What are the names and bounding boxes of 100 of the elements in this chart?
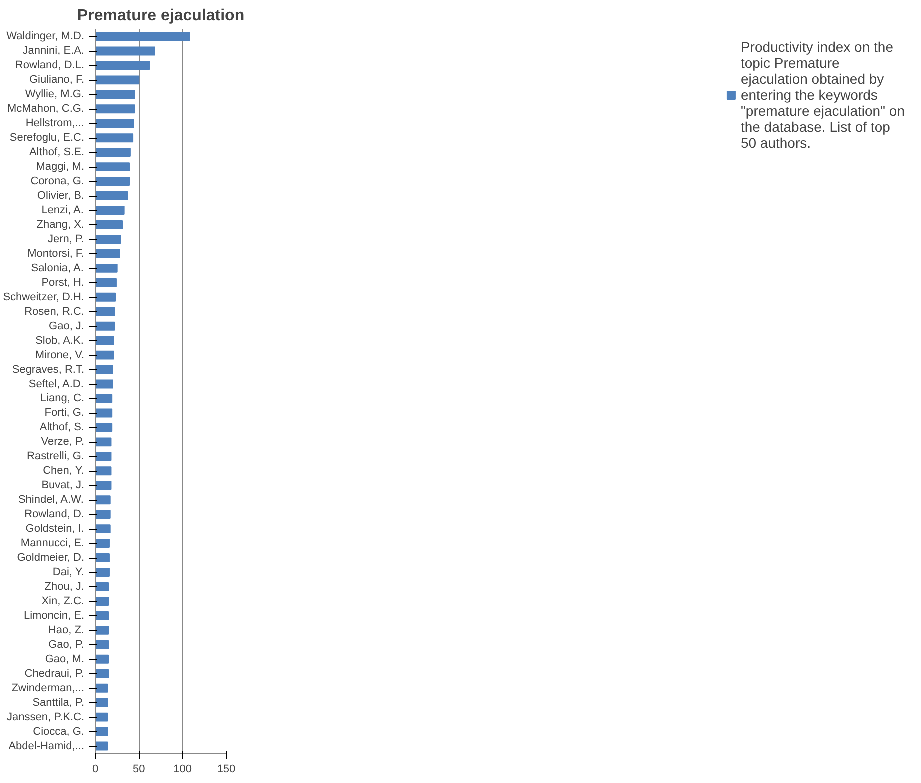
bar [96,539,110,548]
bar [96,90,136,100]
bar [96,307,116,316]
y-tick-label: Rastrelli, G. [27,450,85,463]
y-tick-label: Limoncin, E. [24,610,85,622]
y-tick-label: Giuliano, F. [29,74,85,86]
bar [96,350,114,360]
x-tick-label: 0 [92,764,99,776]
y-tick-label: Buvat, J. [42,480,84,492]
y-tick-label: Goldstein, I. [26,523,85,536]
bar [96,452,112,462]
y-tick-label: Zhou, J. [44,580,85,593]
bar [96,611,110,620]
bar [96,712,108,722]
legend-label: Productivity index on the topic Premature ejaculation obtained by entering the keywords "premature ejaculation" on the database. List of top 50 authors. [740,39,905,151]
y-tick-label: Olivier, B. [37,190,85,202]
y-tick-label: Ciocca, G. [33,726,85,738]
bar [96,134,134,143]
y-tick-label: Liang, C. [40,392,85,405]
y-tick-label: Goldmeier, D. [17,552,85,564]
y-tick-label: Chen, Y. [43,465,84,478]
y-tick-label: Mirone, V. [35,349,85,362]
y-tick-label: Abdel-Hamid,... [8,740,85,752]
y-tick-label: Mannucci, E. [20,538,85,550]
x-tick-label: 100 [174,764,192,776]
bar [96,336,114,346]
bar [96,408,113,418]
bar [96,684,108,693]
bar [96,582,110,592]
y-tick-label: Waldinger, M.D. [6,30,85,43]
bar [96,32,190,42]
y-tick-label: Rowland, D.L. [15,60,85,72]
bar [96,626,110,635]
bar [96,510,111,520]
bar [96,76,140,85]
bar [96,292,116,302]
y-tick-label: Slob, A.K. [36,334,84,347]
bar [96,380,114,389]
bar [96,524,111,534]
y-tick-label: Corona, G. [30,176,85,188]
x-tick-label: 150 [217,764,236,776]
y-tick-label: Salonia, A. [31,262,84,274]
y-tick-label: Zhang, X. [36,218,85,231]
bar [96,554,110,562]
y-tick-label: Seftel, A.D. [28,378,84,390]
bar [96,177,130,186]
bar [96,249,120,258]
y-tick-label: Rosen, R.C. [24,306,85,318]
y-tick-label: Gao, P. [48,638,85,651]
bar [96,220,124,230]
y-tick-label: Hellstrom,... [26,118,85,130]
y-tick-label: Schweitzer, D.H. [3,291,85,304]
x-tick-label: 50 [133,764,146,776]
bar [96,104,136,114]
y-tick-label: Dai, Y. [52,566,84,578]
y-tick-label: Wyllie, M.G. [25,88,85,101]
y-tick-label: Chedraui, P. [24,668,85,680]
bar [96,162,130,172]
bar [96,423,113,432]
bar [96,206,125,215]
y-tick-label: Porst, H. [42,276,85,289]
bar [96,46,156,56]
y-tick-label: Gao, M. [45,653,84,666]
y-tick-label: Forti, G. [44,407,85,420]
bar [96,727,108,736]
bar [96,322,116,331]
bar [96,264,118,273]
bar [96,438,112,447]
bar [96,119,134,128]
bar [96,61,150,70]
y-tick-label: Serefoglu, E.C. [10,132,84,144]
y-tick-label: Maggi, M. [36,161,85,174]
bar [96,669,110,678]
y-tick-label: Segraves, R.T. [12,364,84,376]
y-tick-label: Althof, S.E. [29,146,85,159]
bar [96,234,122,244]
bar [96,496,111,505]
bar [96,466,112,476]
y-tick-label: Montorsi, F. [28,248,85,260]
y-tick-label: Verze, P. [41,436,85,448]
bar [96,698,108,708]
bar [96,568,110,577]
y-tick-label: Gao, J. [49,320,85,332]
y-tick-label: McMahon, C.G. [7,103,85,116]
bar [96,654,110,664]
bar [96,278,117,288]
y-tick-label: Jern, P. [48,233,85,246]
bar [96,596,110,606]
y-tick-label: Althof, S. [40,422,85,434]
bar [96,365,114,374]
y-tick-label: Rowland, D. [24,508,85,521]
y-tick-label: Jannini, E.A. [22,45,85,58]
bar [96,148,131,158]
y-tick-label: Santtila, P. [32,696,85,709]
y-tick-label: Xin, Z.C. [42,595,85,608]
y-tick-label: Lenzi, A. [42,204,84,216]
chart-title: Premature ejaculation [77,8,245,24]
bar [96,640,110,650]
bar [96,192,128,200]
bar [96,394,113,404]
